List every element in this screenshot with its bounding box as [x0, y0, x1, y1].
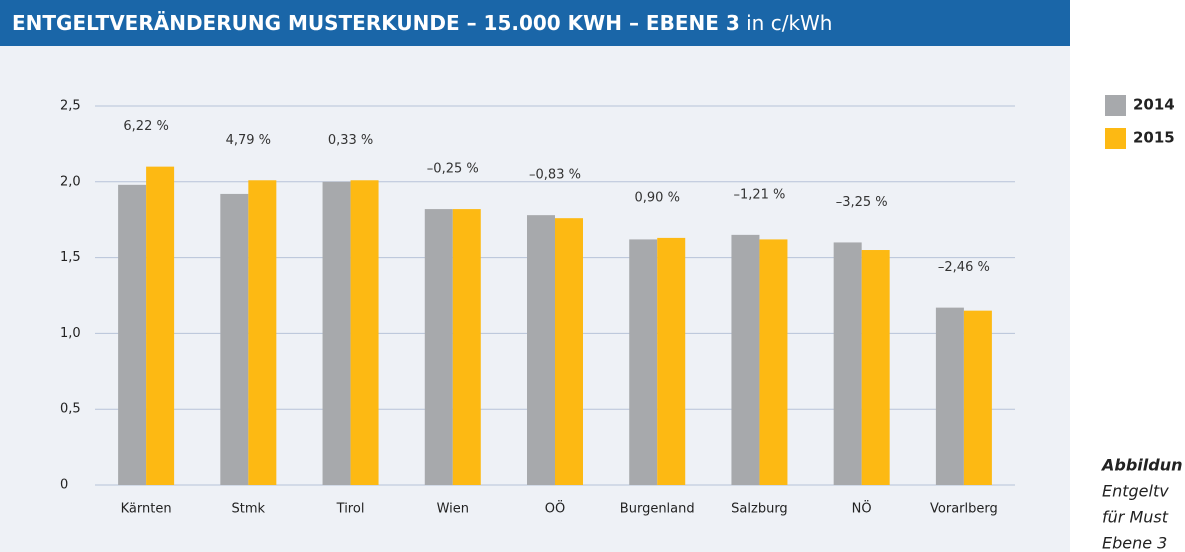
bar	[759, 239, 788, 485]
annotation: –0,25 %	[427, 162, 479, 177]
bar	[220, 193, 249, 486]
y-tick-label: 2,5	[60, 99, 81, 114]
y-tick-label: 2,0	[60, 174, 81, 189]
bar	[248, 180, 277, 485]
bar	[833, 242, 862, 485]
bar	[629, 239, 658, 485]
legend-swatch	[1105, 128, 1126, 149]
annotation: 0,33 %	[328, 133, 373, 148]
x-tick-label: Tirol	[336, 502, 365, 517]
annotation: 4,79 %	[226, 133, 271, 148]
y-tick-label: 1,5	[60, 250, 81, 265]
bar	[527, 215, 555, 486]
x-tick-label: Vorarlberg	[930, 502, 998, 517]
x-tick-label: Salzburg	[731, 502, 788, 517]
caption-line: für Must	[1102, 508, 1169, 527]
x-tick-label: Stmk	[232, 502, 266, 517]
x-tick-label: Kärnten	[121, 502, 172, 517]
bar	[350, 180, 379, 485]
bar	[861, 250, 890, 485]
subtitle: in c/kWh	[746, 11, 832, 35]
bar	[118, 184, 147, 485]
bar	[731, 234, 760, 485]
bar	[657, 237, 686, 485]
annotation: –2,46 %	[938, 260, 990, 275]
bar	[452, 209, 481, 485]
x-tick-label: NÖ	[852, 500, 872, 517]
bar	[935, 307, 964, 485]
bar	[322, 181, 351, 486]
bar	[555, 218, 583, 485]
annotation: –3,25 %	[836, 195, 888, 210]
x-tick-label: Wien	[437, 502, 469, 517]
caption-line: Abbildun	[1100, 456, 1183, 475]
annotation: –1,21 %	[733, 187, 785, 202]
annotation: 6,22 %	[123, 119, 168, 134]
x-tick-label: Burgenland	[620, 502, 695, 517]
legend-swatch	[1105, 95, 1126, 116]
bar	[146, 166, 175, 485]
y-tick-label: 0	[60, 478, 68, 493]
caption-line: Entgeltv	[1102, 482, 1169, 501]
chart-title: ENTGELTVERÄNDERUNG MUSTERKUNDE – 15.000 …	[12, 11, 832, 35]
legend-label: 2015	[1133, 129, 1175, 147]
caption-line: Ebene 3	[1102, 534, 1167, 552]
annotation: 0,90 %	[635, 190, 680, 205]
annotation: –0,83 %	[529, 168, 581, 183]
title: ENTGELTVERÄNDERUNG MUSTERKUNDE – 15.000 …	[12, 11, 740, 35]
title-bar	[0, 0, 1070, 46]
y-tick-label: 1,0	[60, 326, 81, 341]
y-tick-label: 0,5	[60, 402, 81, 417]
bar	[963, 310, 992, 485]
x-tick-label: OÖ	[545, 500, 565, 517]
bar	[424, 209, 453, 485]
legend-label: 2014	[1133, 96, 1175, 114]
